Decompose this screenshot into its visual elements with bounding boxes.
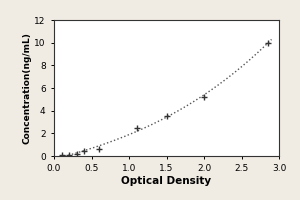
X-axis label: Optical Density: Optical Density [122, 176, 212, 186]
Y-axis label: Concentration(ng/mL): Concentration(ng/mL) [22, 32, 32, 144]
